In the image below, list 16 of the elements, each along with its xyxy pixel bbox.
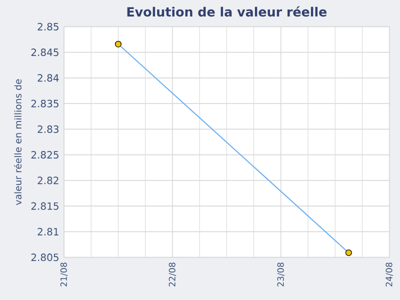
y-tick-label: 2.84	[38, 74, 59, 82]
x-tick-label: 21/08	[60, 262, 68, 286]
y-tick-label: 2.85	[38, 22, 58, 30]
y-tick-label: 2.835	[31, 100, 58, 108]
x-tick-label: 22/08	[168, 262, 176, 286]
y-tick-label: 2.825	[31, 151, 58, 159]
y-tick-label: 2.81	[38, 228, 58, 236]
chart-title: Evolution de la valeur réelle	[127, 6, 327, 17]
x-tick-label: 24/08	[386, 262, 393, 286]
x-tick-label: 23/08	[277, 262, 284, 286]
y-tick-label: 2.83	[38, 125, 58, 133]
y-tick-label: 2.815	[31, 202, 58, 210]
y-tick-label: 2.805	[31, 254, 58, 262]
y-tick-label: 2.845	[31, 48, 58, 56]
y-tick-label: 2.82	[38, 176, 58, 184]
y-axis-title: valeur réelle en millions de	[14, 79, 22, 205]
